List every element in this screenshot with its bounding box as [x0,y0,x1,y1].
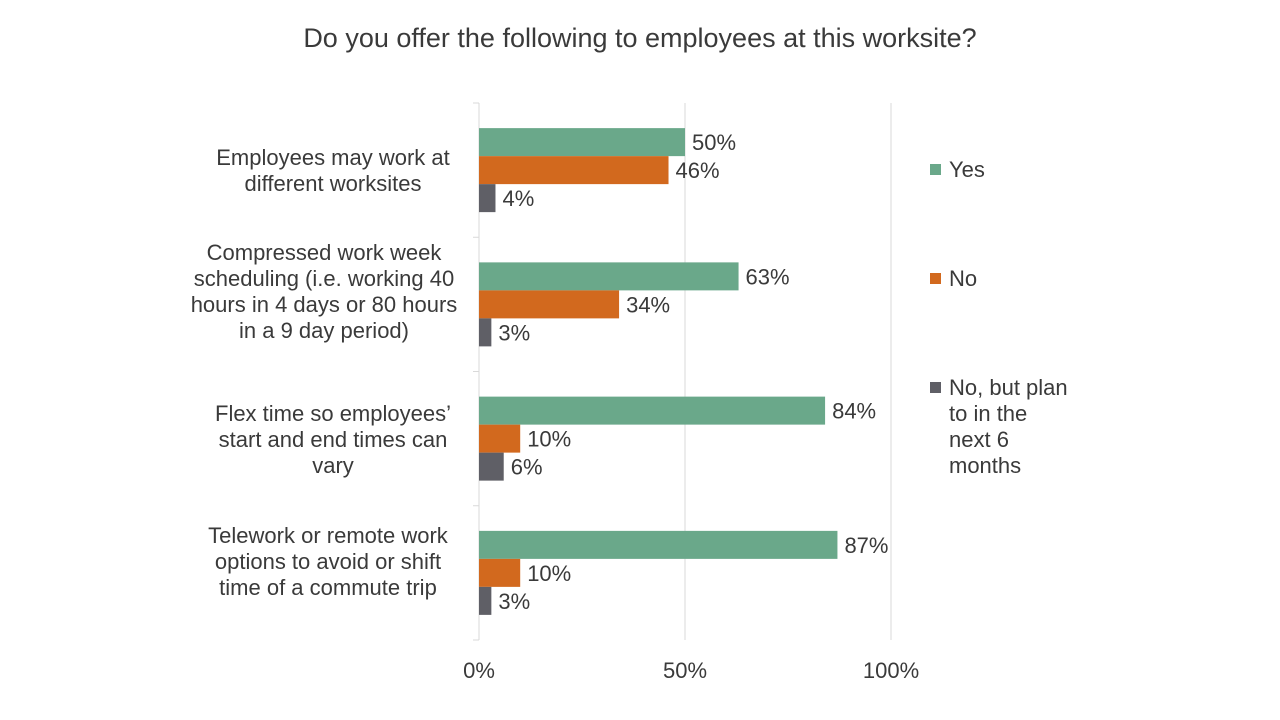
legend-label: Yes [949,157,985,182]
category-label: Flex time so employees’ start and end ti… [215,401,451,478]
bar [479,184,496,213]
bar [479,586,492,615]
data-label: 6% [511,455,543,480]
data-label: 87% [844,533,888,558]
bar [479,558,521,587]
x-tick-label: 100% [863,658,919,683]
data-label: 84% [832,399,876,424]
category-label: Employees may work at different worksite… [216,145,450,196]
data-label: 46% [676,158,720,183]
data-label: 3% [498,320,530,345]
bar [479,156,669,185]
data-label: 4% [502,186,534,211]
category-label: Compressed work week scheduling (i.e. wo… [190,240,458,343]
x-tick-label: 50% [663,658,707,683]
bar [479,128,685,157]
legend-label: No, but plan to in the next 6 months [949,375,1068,478]
data-label: 50% [692,130,736,155]
data-label: 10% [527,561,571,586]
data-label: 10% [527,427,571,452]
bar [479,396,826,425]
chart-title: Do you offer the following to employees … [303,23,977,53]
data-label: 34% [626,292,670,317]
x-tick-label: 0% [463,658,495,683]
bar [479,452,504,481]
bar [479,290,620,319]
bar [479,424,521,453]
legend-swatch [930,273,941,284]
bar [479,530,838,559]
legend-label: No [949,266,978,291]
data-label: 63% [746,264,790,289]
legend-swatch [930,164,941,175]
legend-swatch [930,382,941,393]
data-label: 3% [498,589,530,614]
bar [479,318,492,347]
bar [479,262,739,291]
category-label: Telework or remote work options to avoid… [208,523,448,600]
